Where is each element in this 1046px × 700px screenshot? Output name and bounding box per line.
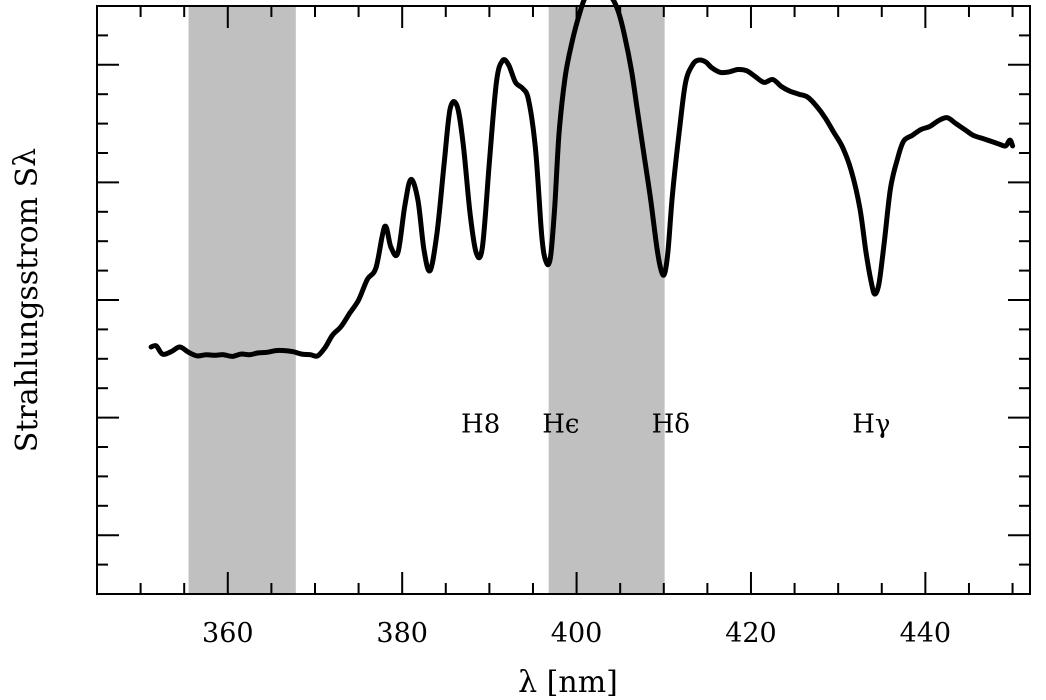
x-tick-label-400: 400	[551, 618, 603, 649]
line-annotations: H8 Hϵ Hδ Hγ	[461, 409, 890, 439]
y-axis-title-main: Strahlungsstrom S	[10, 167, 45, 452]
x-tick-label-360: 360	[202, 618, 254, 649]
x-tick-label-440: 440	[900, 618, 952, 649]
x-tick-labels: 360 380 400 420 440	[202, 618, 951, 649]
x-tick-label-380: 380	[376, 618, 428, 649]
shaded-band-1	[188, 6, 296, 594]
annotation-1: H8	[461, 409, 500, 439]
annotation-3: Hδ	[652, 409, 690, 439]
annotation-4: Hγ	[852, 409, 890, 439]
spectrum-series	[148, 0, 1016, 359]
x-tick-label-420: 420	[725, 618, 777, 649]
axis-ticks	[97, 6, 1030, 594]
shaded-bands	[188, 6, 665, 594]
shaded-band-2	[548, 6, 665, 594]
y-axis-title: Strahlungsstrom Sλ	[8, 148, 45, 452]
annotation-2: Hϵ	[542, 409, 579, 439]
spectrum-line-1	[148, 0, 1016, 359]
y-axis-title-subscript: λ	[8, 148, 43, 167]
x-axis-title: λ [nm]	[518, 665, 618, 700]
